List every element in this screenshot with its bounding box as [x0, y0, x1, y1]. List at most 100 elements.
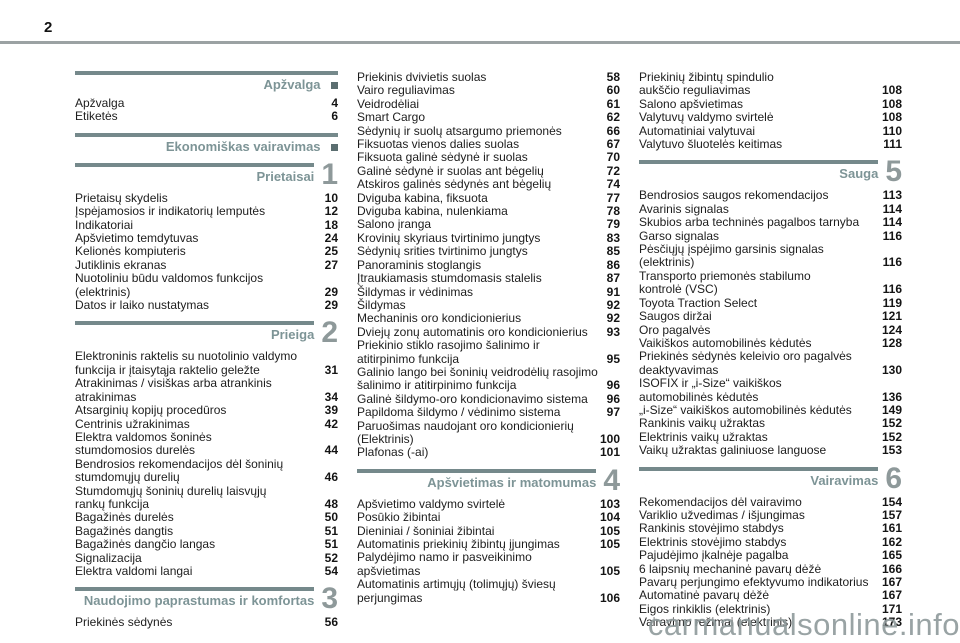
toc-entry: Atskiros galinės sėdynės ant bėgelių 74 — [357, 177, 620, 191]
section-entries: Bendrosios saugos rekomendacijos 113 Ava… — [639, 188, 902, 458]
chapter-number: 3 — [321, 582, 338, 616]
section-header-left: Apšvietimas ir matomumas — [357, 468, 597, 490]
entry-label: Fiksuota galinė sėdynė ir suolas — [357, 150, 528, 165]
section-entries: Elektroninis raktelis su nuotolinio vald… — [75, 350, 338, 578]
entry-page-number: 110 — [882, 123, 902, 138]
entry-page-number: 51 — [324, 537, 338, 552]
entry-label: Bendrosios saugos rekomendacijos — [639, 188, 829, 203]
entry-label: Toyota Traction Select — [639, 295, 758, 310]
entry-label: Dviejų zonų automatinis oro kondicionier… — [357, 324, 588, 339]
entry-page-number: 51 — [324, 523, 338, 538]
toc-entry: Automatinis artimųjų (tolimųjų) šviesų p… — [357, 578, 620, 605]
toc-entry: „i-Size“ vaikiškos automobilinės kėdutės… — [639, 402, 902, 417]
entry-label: Valytuvo šluotelės keitimas — [639, 137, 783, 152]
section-header-left: Ekonomiškas vairavimas — [75, 132, 338, 154]
entry-page-number: 29 — [324, 284, 338, 299]
entry-label: Transporto priemonės stabilumo kontrolė … — [639, 268, 811, 297]
toc-entry: Valytuvų valdymo svirtelė 108 — [639, 110, 902, 125]
section-entries: Priekinių žibintų spindulio aukščio regu… — [639, 70, 902, 152]
entry-label: Vaikų užraktas galiniuose languose — [639, 443, 827, 458]
section-bar — [75, 132, 338, 137]
section-title-row: Apžvalga — [75, 77, 338, 92]
entry-page-number: 78 — [606, 204, 620, 219]
toc-entry: Galinė sėdynė ir suolas ant bėgelių 72 — [357, 164, 620, 178]
watermark-text: carmanualsonline.info — [647, 607, 960, 642]
entry-page-number: 48 — [324, 496, 338, 511]
toc-entry: Saugos diržai 121 — [639, 309, 902, 324]
section-bar — [75, 162, 315, 167]
entry-label: Salono apšvietimas — [639, 96, 744, 111]
entry-page-number: 93 — [606, 324, 620, 339]
entry-page-number: 85 — [606, 244, 620, 259]
entry-label: Indikatoriai — [75, 217, 134, 232]
entry-page-number: 152 — [881, 429, 902, 444]
toc-entry: Įspėjamosios ir indikatorių lemputės 12 — [75, 204, 338, 218]
entry-label: Valytuvų valdymo svirtelė — [639, 110, 774, 125]
entry-page-number: 100 — [599, 431, 620, 446]
section-entries: Apžvalga 4 Etiketės 6 — [75, 96, 338, 124]
entry-label: Centrinis užrakinimas — [75, 416, 190, 431]
toc-section: Prietaisai 1 Prietaisų skydelis 10 Įspėj… — [75, 159, 338, 313]
entry-label: Vairo reguliavimas — [357, 83, 455, 98]
entry-page-number: 52 — [324, 550, 338, 565]
toc-entry: Indikatoriai 18 — [75, 217, 338, 232]
section-entries: Priekinis dvivietis suolas 58 Vairo regu… — [357, 70, 620, 460]
entry-page-number: 92 — [606, 297, 620, 312]
section-header: Apžvalga — [75, 71, 338, 92]
toc-entry: Automatiniai valytuvai 110 — [639, 123, 902, 138]
entry-label: Variklio užvedimas / išjungimas — [639, 507, 805, 522]
section-title: Apžvalga — [263, 77, 321, 92]
toc-entry: Oro pagalvės 124 — [639, 323, 902, 337]
section-title-row: Ekonomiškas vairavimas — [75, 139, 338, 154]
entry-page-number: 39 — [324, 403, 338, 418]
toc-entry: Mechaninis oro kondicionierius 92 — [357, 311, 620, 326]
entry-label: Smart Cargo — [357, 110, 426, 125]
entry-label: Kelionės kompiuteris — [75, 244, 186, 259]
entry-label: Saugos diržai — [639, 309, 712, 324]
entry-label: „i-Size“ vaikiškos automobilinės kėdutės — [639, 402, 852, 417]
entry-page-number: 165 — [881, 548, 902, 563]
entry-label: Etiketės — [75, 109, 118, 124]
entry-label: Rankinis stovėjimo stabdys — [639, 521, 784, 536]
entry-label: Garso signalas — [639, 228, 720, 243]
toc-entry: Datos ir laiko nustatymas 29 — [75, 298, 338, 312]
toc-entry: Salono apšvietimas 108 — [639, 96, 902, 111]
entry-page-number: 92 — [606, 311, 620, 326]
section-title: Naudojimo paprastumas ir komfortas — [83, 593, 315, 609]
entry-page-number: 24 — [324, 231, 338, 246]
toc-entry: Vairavimo režimai (elektrinis) 173 — [639, 615, 902, 629]
toc-entry: ISOFIX ir „i-Size“ vaikiškos automobilin… — [639, 376, 902, 404]
toc-section: Vairavimas 6 Rekomendacijos dėl vairavim… — [639, 463, 902, 630]
entry-page-number: 86 — [606, 257, 620, 272]
entry-label: ISOFIX ir „i-Size“ vaikiškos automobilin… — [639, 376, 782, 404]
section-title-row: Sauga — [639, 166, 878, 181]
toc-entry: Fiksuotas vienos dalies suolas 67 — [357, 137, 620, 152]
entry-page-number: 60 — [606, 83, 620, 98]
entry-label: Dieniniai / šoniniai žibintai — [357, 523, 495, 538]
toc-entry: Bendrosios saugos rekomendacijos 113 — [639, 188, 902, 203]
entry-page-number: 108 — [881, 110, 902, 125]
toc-entry: Posūkio žibintai 104 — [357, 510, 620, 524]
entry-label: Atsarginių kopijų procedūros — [75, 403, 227, 418]
section-entries: Priekinės sėdynės 56 — [75, 615, 338, 629]
entry-label: Įtraukiamasis stumdomasis stalelis — [357, 271, 542, 286]
toc-entry: Avarinis signalas 114 — [639, 202, 902, 216]
toc-entry: Signalizacija 52 — [75, 550, 338, 565]
toc-entry: Pajudėjimo įkalnėje pagalba 165 — [639, 548, 902, 563]
entry-label: Fiksuotas vienos dalies suolas — [357, 137, 520, 152]
entry-label: Apšvietimo temdytuvas — [75, 231, 199, 246]
entry-page-number: 166 — [881, 561, 902, 576]
entry-label: Priekinės sėdynės keleivio oro pagalvės … — [639, 349, 852, 377]
toc-entry: Įtraukiamasis stumdomasis stalelis 87 — [357, 271, 620, 286]
entry-page-number: 105 — [599, 523, 620, 538]
toc-entry: Etiketės 6 — [75, 109, 338, 124]
toc-entry: Šildymas ir vėdinimas 91 — [357, 285, 620, 299]
toc-entry: Papildoma šildymo / vėdinimo sistema 97 — [357, 405, 620, 419]
toc-section: Priekinių žibintų spindulio aukščio regu… — [639, 70, 902, 152]
entry-label: Sėdynių ir suolų atsargumo priemonės — [357, 123, 562, 138]
entry-page-number: 116 — [882, 255, 902, 270]
entry-label: Apžvalga — [75, 96, 125, 110]
entry-label: Jutiklinis ekranas — [75, 257, 167, 272]
entry-page-number: 67 — [606, 137, 620, 152]
entry-label: Galinio lango bei šoninių veidrodėlių ra… — [357, 364, 598, 393]
